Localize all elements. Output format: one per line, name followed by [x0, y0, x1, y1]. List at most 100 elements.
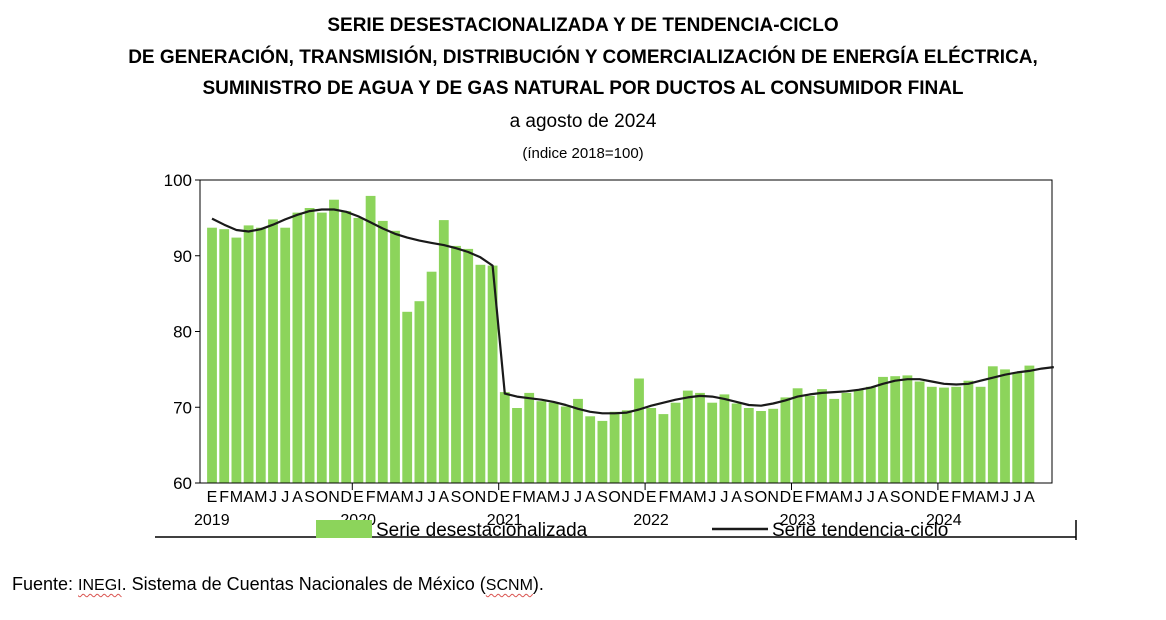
bar	[621, 410, 632, 483]
bar	[1012, 372, 1023, 483]
x-month-label: M	[986, 489, 999, 506]
bar	[463, 248, 474, 483]
bar	[743, 408, 754, 483]
bar	[914, 381, 925, 483]
x-month-label: N	[328, 489, 340, 506]
x-month-label: N	[767, 489, 779, 506]
x-month-label: M	[693, 489, 706, 506]
bar	[597, 420, 608, 483]
bar	[475, 264, 486, 483]
x-month-label: S	[743, 489, 754, 506]
bar	[390, 230, 400, 483]
bar	[243, 225, 254, 483]
source-middle: . Sistema de Cuentas Nacionales de Méxic…	[121, 574, 486, 594]
bar	[719, 394, 730, 483]
bar	[829, 398, 840, 483]
x-month-label: J	[867, 489, 875, 506]
x-month-label: J	[720, 489, 728, 506]
bar	[231, 237, 242, 483]
bar	[280, 227, 291, 483]
bar	[682, 390, 693, 483]
x-month-label: M	[523, 489, 536, 506]
bar-series	[207, 195, 1035, 483]
y-tick-label: 70	[173, 398, 192, 417]
bar	[353, 217, 364, 483]
x-month-label: N	[621, 489, 633, 506]
x-month-label: A	[243, 489, 254, 506]
x-month-label: A	[1024, 489, 1035, 506]
bar	[585, 416, 596, 483]
chart-title-line-2: DE GENERACIÓN, TRANSMISIÓN, DISTRIBUCIÓN…	[128, 47, 1038, 68]
x-month-label: O	[901, 489, 913, 506]
bar	[329, 199, 339, 483]
x-month-label: S	[451, 489, 462, 506]
x-month-label: N	[914, 489, 926, 506]
x-month-label: F	[805, 489, 815, 506]
x-month-label: J	[708, 489, 716, 506]
chart-subtitle: a agosto de 2024	[509, 111, 657, 132]
x-month-label: F	[951, 489, 961, 506]
x-month-label: J	[281, 489, 289, 506]
bar	[207, 227, 217, 483]
x-month-label: O	[316, 489, 328, 506]
bar	[963, 380, 974, 483]
x-month-label: O	[462, 489, 474, 506]
bar	[219, 229, 230, 483]
x-month-label: S	[304, 489, 315, 506]
bar	[756, 411, 766, 483]
bar	[524, 392, 535, 483]
x-month-label: A	[829, 489, 840, 506]
bar	[426, 271, 437, 483]
bar	[255, 227, 266, 483]
x-month-label: A	[585, 489, 596, 506]
source-suffix: ).	[532, 574, 544, 594]
x-month-label: M	[547, 489, 560, 506]
x-month-label: M	[962, 489, 975, 506]
x-month-label: J	[269, 489, 277, 506]
x-month-label: F	[366, 489, 376, 506]
x-month-label: M	[815, 489, 828, 506]
bar	[817, 389, 827, 483]
bar	[609, 411, 620, 483]
x-month-label: F	[512, 489, 522, 506]
y-tick-label: 80	[173, 323, 192, 342]
x-month-label: O	[755, 489, 767, 506]
bar	[292, 212, 303, 483]
legend: Serie desestacionalizada Serie tendencia-…	[316, 520, 948, 541]
bar	[768, 408, 779, 483]
x-month-label: E	[353, 489, 364, 506]
x-month-label: A	[878, 489, 889, 506]
bar	[878, 376, 888, 483]
y-tick-label: 60	[173, 474, 192, 493]
bar	[841, 392, 852, 483]
bar	[499, 392, 510, 483]
bar	[548, 402, 559, 483]
x-month-label: S	[597, 489, 608, 506]
x-month-label: M	[401, 489, 414, 506]
x-month-label: M	[254, 489, 267, 506]
bar	[304, 208, 315, 483]
bar	[438, 220, 449, 483]
chart-index-note: (índice 2018=100)	[522, 145, 644, 162]
bar	[731, 403, 742, 483]
x-month-label: D	[926, 489, 938, 506]
bar	[939, 387, 949, 483]
bar	[573, 398, 583, 483]
bar	[560, 406, 571, 483]
x-month-label: D	[487, 489, 499, 506]
x-month-label: A	[292, 489, 303, 506]
x-month-label: J	[855, 489, 863, 506]
bar	[926, 386, 937, 483]
x-month-label: F	[659, 489, 669, 506]
legend-label-bars: Serie desestacionalizada	[376, 520, 588, 541]
bar	[512, 408, 522, 483]
bar	[890, 376, 901, 483]
trend-series	[211, 208, 1054, 415]
trend-line	[211, 208, 1054, 415]
x-year-label: 2021	[487, 512, 523, 529]
bar	[865, 386, 876, 483]
x-month-label: A	[438, 489, 449, 506]
bar	[487, 265, 498, 483]
y-tick-label: 100	[164, 171, 192, 190]
